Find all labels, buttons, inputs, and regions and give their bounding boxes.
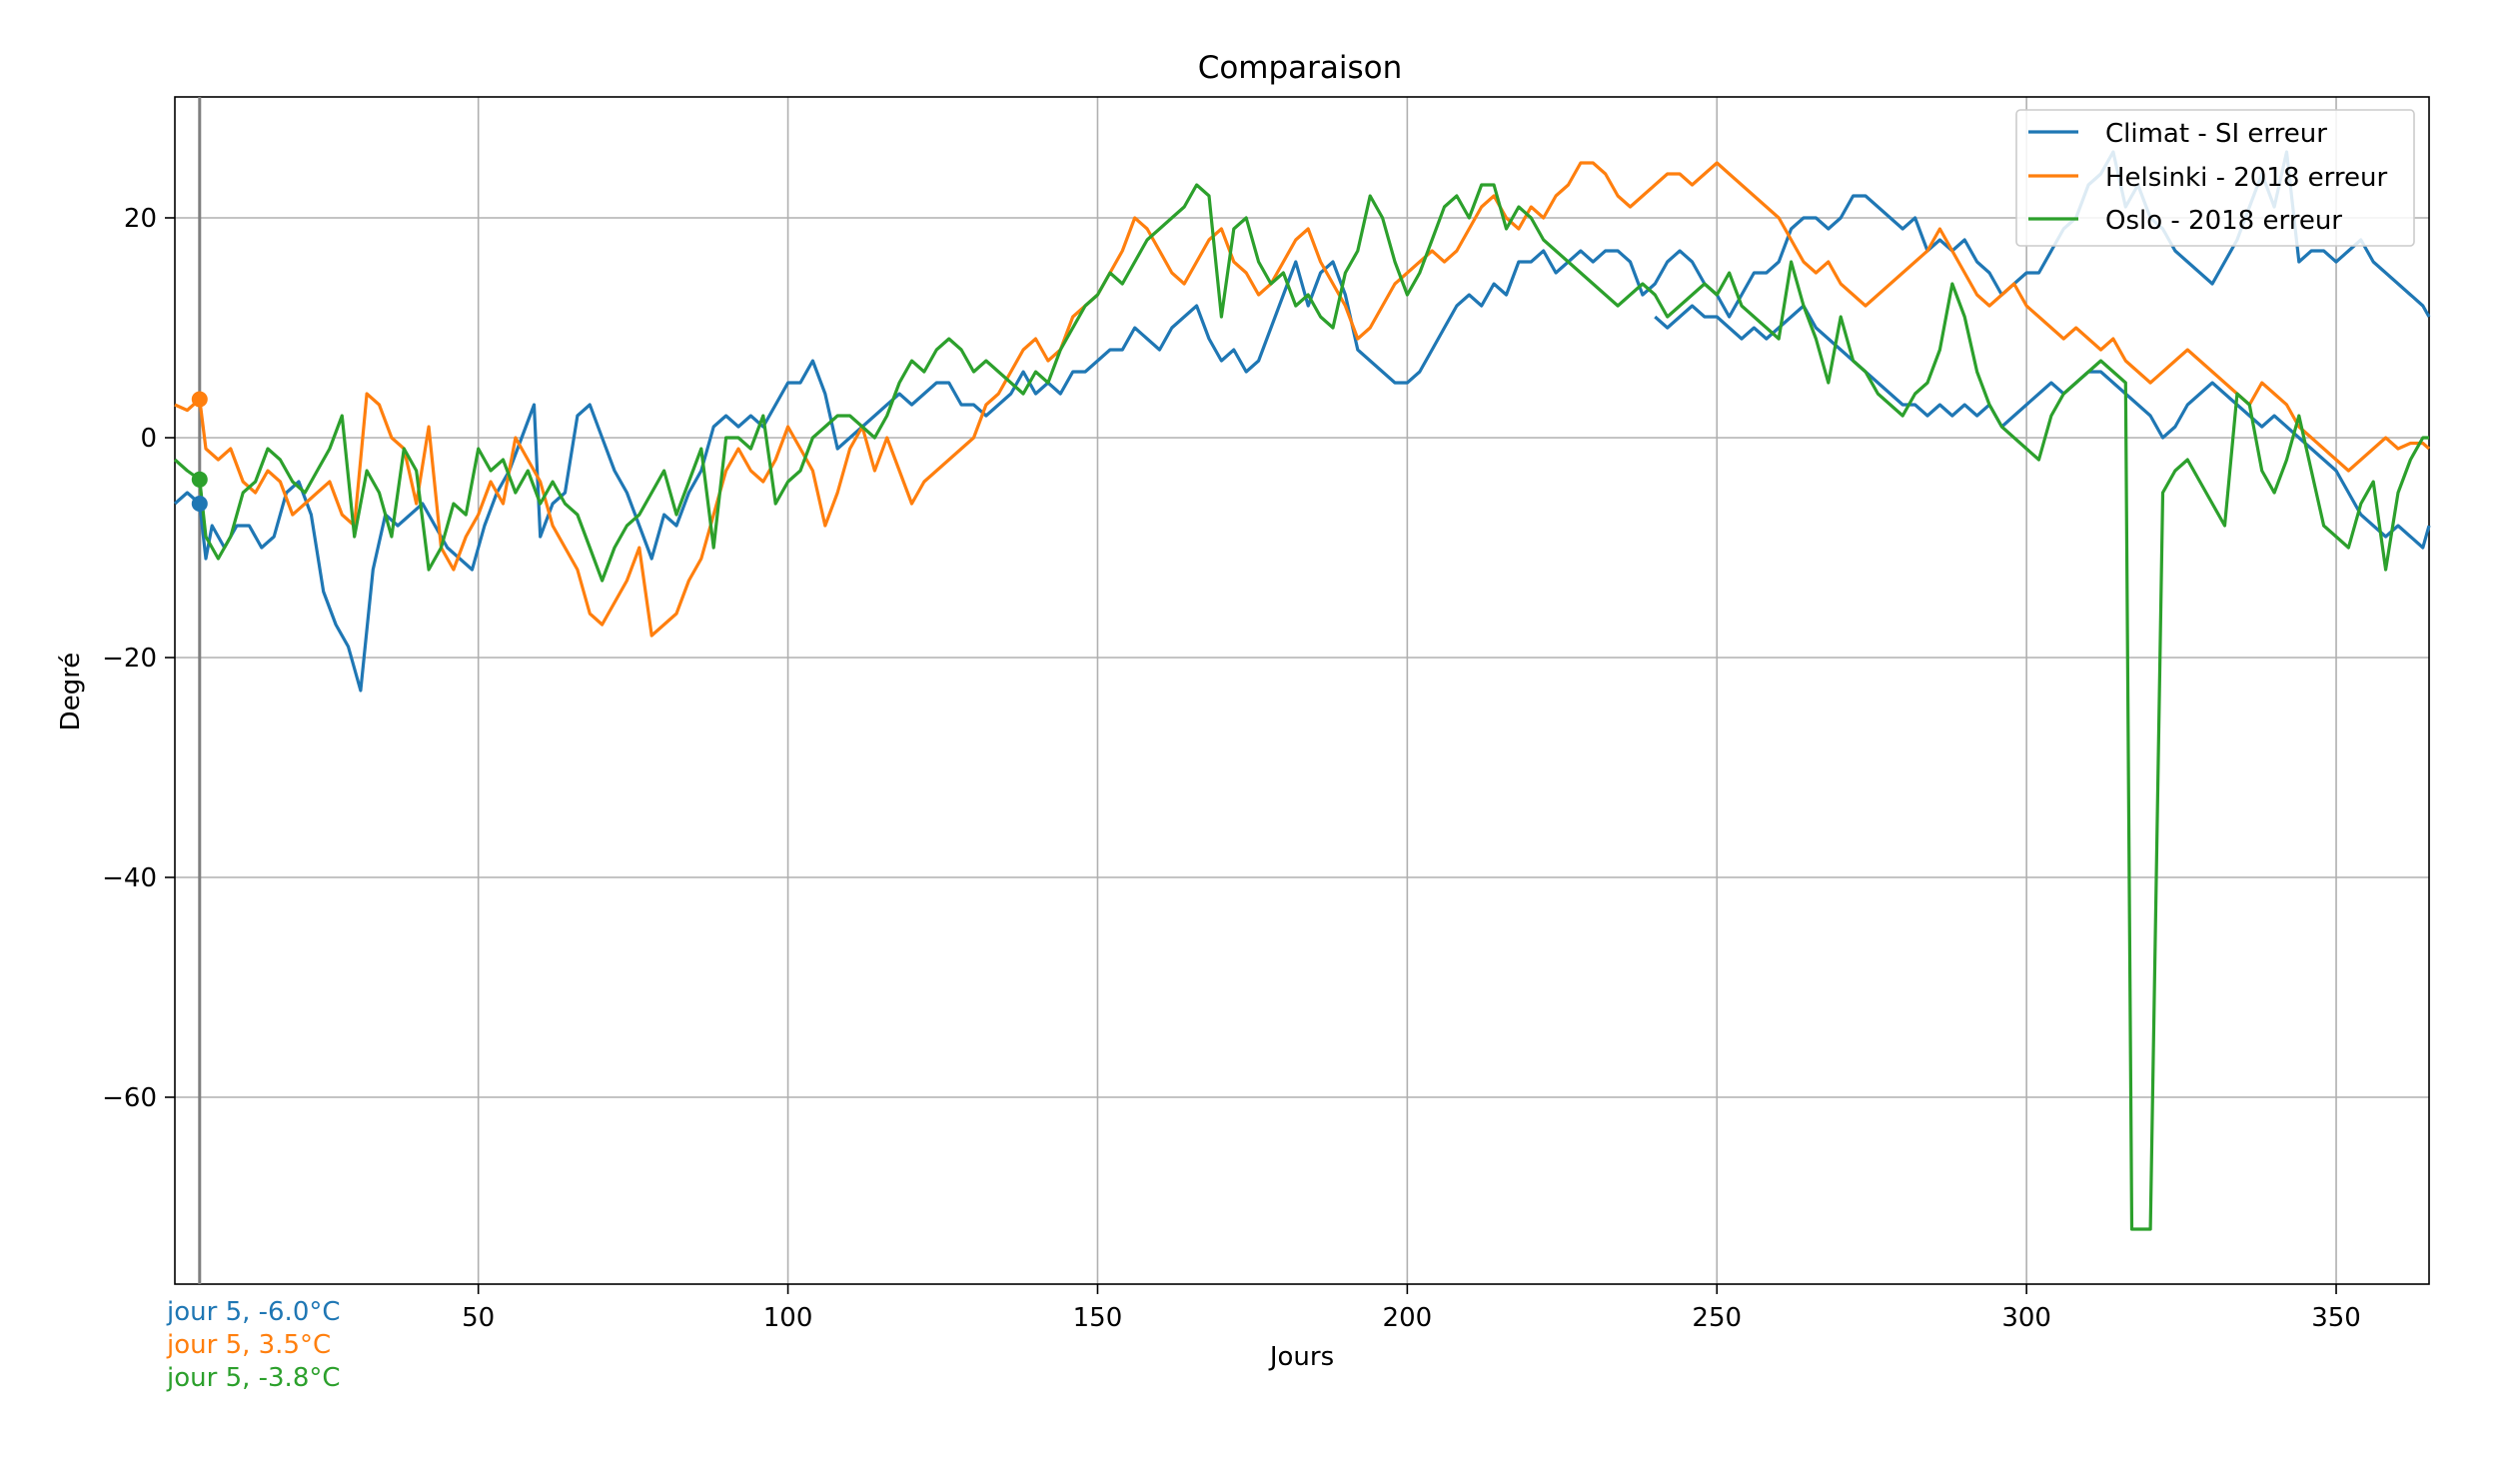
y-axis-label: Degré (56, 653, 86, 732)
y-tick-label: −60 (102, 1083, 157, 1113)
cursor-marker-climat (191, 496, 208, 512)
series-layer (173, 150, 2431, 1231)
series-line-climat-segment (1654, 304, 2431, 550)
cursor-marker-helsinki (191, 391, 208, 408)
grid (175, 97, 2429, 1284)
x-tick-label: 200 (1383, 1303, 1433, 1333)
legend-label-helsinki: Helsinki - 2018 erreur (2105, 163, 2387, 193)
x-axis: 50 100 150 200 250 300 350 (462, 1284, 2361, 1333)
series-line-helsinki (174, 161, 2431, 638)
y-tick-label: 20 (124, 204, 157, 234)
legend-box (2015, 109, 2415, 247)
y-tick-label: −20 (102, 644, 157, 674)
x-tick-label: 50 (462, 1303, 495, 1333)
y-axis: −60 −40 −20 0 20 (102, 204, 175, 1113)
plot-frame (174, 96, 2430, 1285)
x-tick-label: 300 (2001, 1303, 2051, 1333)
y-tick-label: 0 (140, 424, 157, 454)
x-tick-label: 100 (763, 1303, 813, 1333)
chart-title: Comparaison (1198, 50, 1403, 86)
cursor-readout-climat: jour 5, -6.0°C (166, 1297, 341, 1327)
legend-label-oslo: Oslo - 2018 erreur (2105, 206, 2342, 236)
cursor-markers (191, 391, 208, 512)
cursor-readout-helsinki: jour 5, 3.5°C (166, 1330, 331, 1360)
series-line-oslo (173, 183, 2429, 1231)
legend: Climat - SI erreur Helsinki - 2018 erreu… (2015, 109, 2415, 247)
cursor-marker-oslo (191, 471, 208, 488)
x-tick-label: 250 (1692, 1303, 1742, 1333)
x-tick-label: 350 (2311, 1303, 2361, 1333)
cursor-readout-oslo: jour 5, -3.8°C (166, 1363, 341, 1393)
legend-label-climat: Climat - SI erreur (2105, 119, 2327, 149)
x-axis-label: Jours (1268, 1342, 1334, 1372)
y-tick-label: −40 (102, 863, 157, 893)
x-tick-label: 150 (1073, 1303, 1123, 1333)
